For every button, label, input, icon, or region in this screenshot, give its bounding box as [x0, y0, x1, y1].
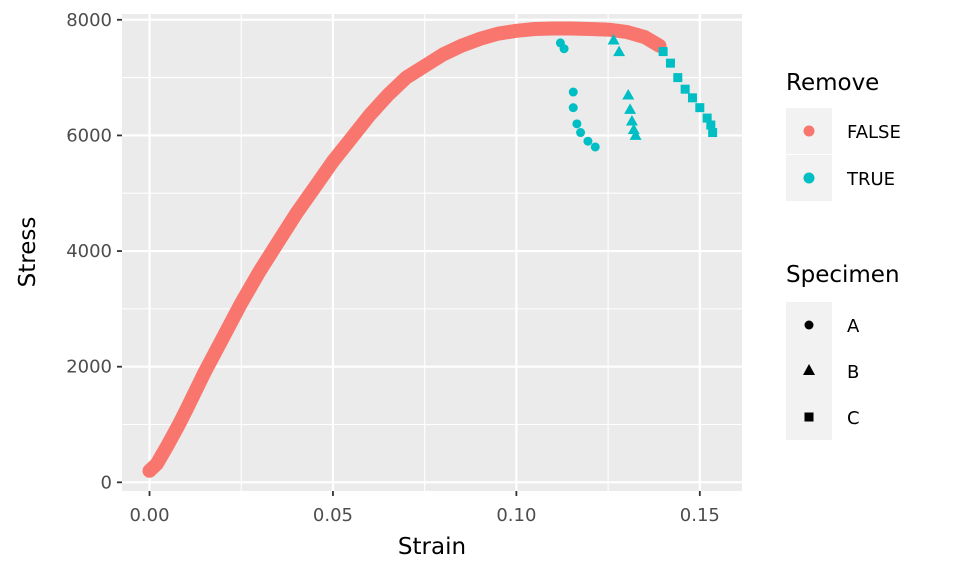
panel-background: [122, 14, 742, 491]
data-point-true-c: [658, 47, 668, 57]
data-point-false: [603, 25, 613, 35]
data-point-false: [566, 23, 576, 33]
data-point-true-a: [590, 142, 600, 152]
data-point-false: [401, 73, 411, 83]
data-point-true-c: [708, 128, 718, 138]
data-point-true-a: [568, 103, 578, 113]
data-point-false: [255, 266, 265, 276]
x-tick-label: 0.15: [680, 505, 720, 526]
data-point-true-b: [613, 45, 626, 57]
legend-c-label: C: [847, 408, 860, 429]
data-point-false: [383, 90, 393, 100]
data-point-false: [273, 237, 283, 247]
data-point-false: [200, 367, 210, 377]
data-point-false: [420, 61, 430, 71]
data-point-false: [346, 133, 356, 143]
data-point-true-c: [680, 84, 690, 94]
y-axis: 0 2000 4000 6000 8000: [66, 10, 122, 493]
data-point-false: [181, 405, 191, 415]
data-point-true-b: [629, 129, 642, 140]
data-point-false: [310, 182, 320, 192]
minor-gridlines: [122, 14, 742, 491]
y-axis-title: Stress: [15, 217, 41, 288]
data-point-true-b: [607, 34, 620, 45]
legend-specimen-title: Specimen: [786, 262, 900, 288]
legend-true-circle-icon: [803, 172, 815, 184]
legend-b-triangle-icon: [803, 364, 815, 375]
x-tick-label: 0.10: [496, 505, 536, 526]
y-tick-label: 0: [101, 472, 112, 493]
data-point-false: [585, 24, 595, 34]
data-point-true-c: [665, 58, 675, 68]
data-point-false: [365, 110, 375, 120]
data-point-false: [236, 298, 246, 308]
data-point-true-c: [687, 93, 697, 103]
data-point-true-b: [625, 114, 638, 126]
legend-remove: Remove FALSE TRUE: [786, 70, 901, 201]
legend-specimen: Specimen A B C: [786, 262, 900, 440]
y-tick-label: 8000: [66, 10, 112, 31]
data-point-true-c: [706, 120, 716, 130]
data-points: [142, 21, 718, 478]
data-point-false: [438, 49, 448, 59]
data-point-false: [548, 23, 558, 33]
data-point-false: [493, 29, 503, 39]
y-tick-label: 6000: [66, 125, 112, 146]
x-axis: 0.00 0.05 0.10 0.15: [129, 491, 720, 526]
data-point-false: [511, 26, 521, 36]
legend-b-label: B: [847, 362, 859, 383]
data-point-true-a: [568, 87, 578, 97]
data-point-false: [456, 41, 466, 51]
legend-false-circle-icon: [803, 125, 815, 137]
data-point-false: [145, 466, 155, 476]
data-point-true-a: [583, 136, 593, 146]
x-tick-label: 0.00: [129, 505, 169, 526]
data-point-false: [640, 32, 650, 42]
x-tick-label: 0.05: [313, 505, 353, 526]
data-point-true-b: [622, 88, 635, 100]
data-point-true-c: [695, 103, 705, 113]
legend-true-label: TRUE: [846, 169, 895, 190]
legend-remove-title: Remove: [786, 70, 879, 96]
legend-c-square-icon: [804, 412, 814, 422]
data-point-true-b: [624, 103, 637, 114]
data-point-true-c: [673, 73, 683, 83]
data-point-false: [475, 34, 485, 44]
data-point-true-c: [702, 113, 712, 123]
x-axis-title: Strain: [398, 534, 466, 560]
data-point-false: [530, 24, 540, 34]
data-point-false: [174, 420, 184, 430]
legend-a-label: A: [847, 316, 860, 337]
y-tick-label: 2000: [66, 357, 112, 378]
legend-a-circle-icon: [804, 320, 814, 330]
data-point-true-a: [559, 44, 569, 54]
data-point-false: [152, 459, 162, 469]
legend-false-label: FALSE: [847, 122, 901, 143]
data-point-true-a: [572, 119, 582, 129]
data-point-false: [163, 440, 173, 450]
data-point-false: [291, 208, 301, 218]
data-point-false: [621, 27, 631, 37]
data-point-true-a: [576, 128, 586, 138]
y-tick-label: 4000: [66, 241, 112, 262]
data-point-false: [218, 333, 228, 343]
data-point-false: [328, 156, 338, 166]
